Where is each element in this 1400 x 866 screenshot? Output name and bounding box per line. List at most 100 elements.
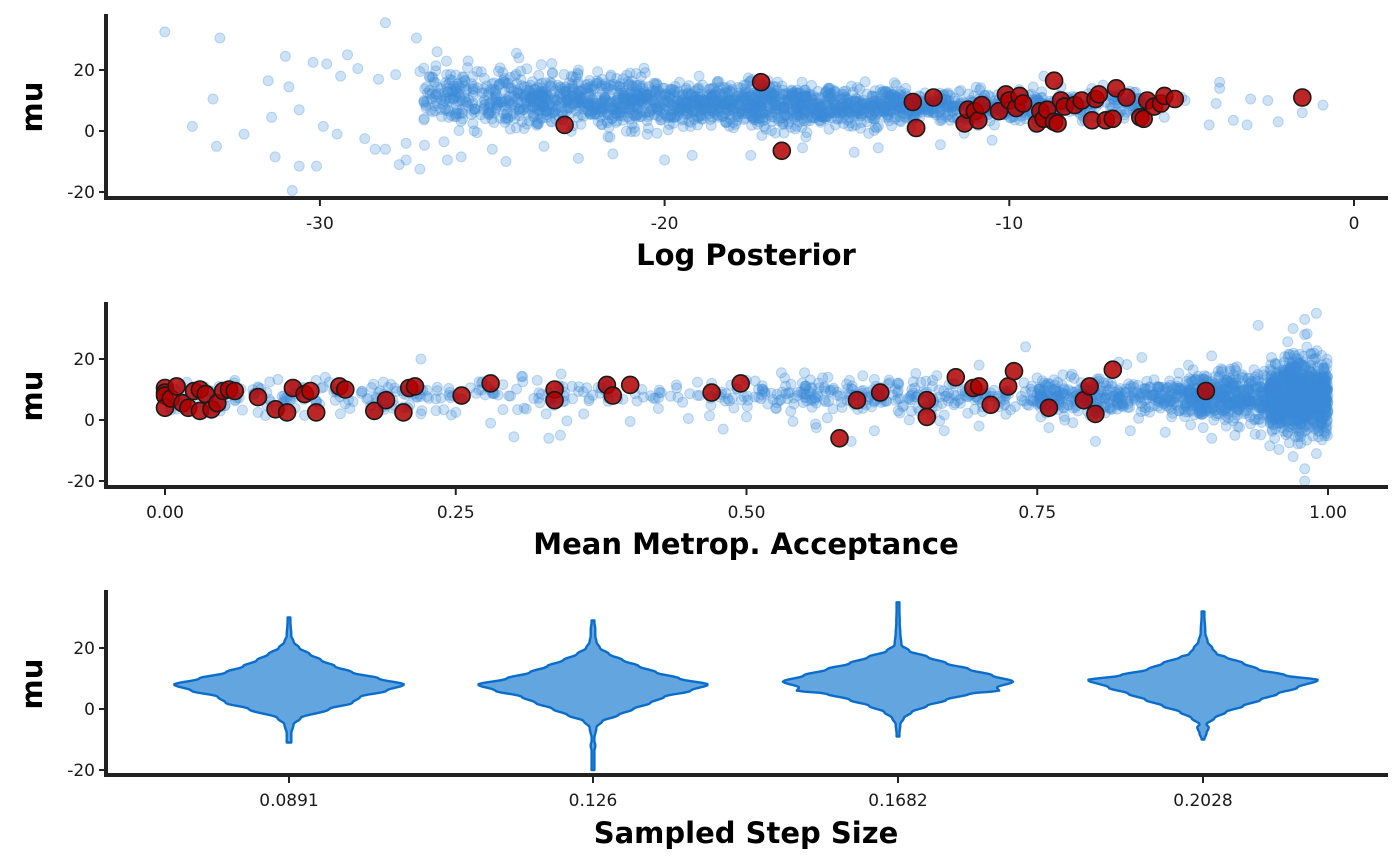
sample-point xyxy=(424,88,436,100)
sample-point xyxy=(662,124,674,136)
sample-point xyxy=(470,387,482,399)
sample-point xyxy=(1220,420,1232,432)
sample-point xyxy=(539,85,551,97)
sample-point xyxy=(639,67,651,79)
sample-point xyxy=(717,110,729,122)
sample-point xyxy=(649,85,661,97)
sample-point xyxy=(611,73,623,84)
sample-point xyxy=(446,85,458,97)
violin-0.126 xyxy=(477,619,709,772)
sample-point xyxy=(558,69,570,80)
sample-point xyxy=(599,78,611,90)
sample-point xyxy=(538,100,550,112)
sample-point xyxy=(583,105,595,117)
sample-point xyxy=(512,97,524,109)
sample-point xyxy=(523,115,535,127)
sample-point xyxy=(455,115,467,127)
sample-point xyxy=(879,85,891,97)
sample-point xyxy=(1244,398,1255,410)
sample-point xyxy=(484,97,496,109)
x-tick-label: 0.50 xyxy=(728,503,766,523)
violin-0.2028 xyxy=(1087,610,1319,741)
sample-point xyxy=(617,98,628,110)
sample-point xyxy=(514,106,526,117)
sample-point xyxy=(582,78,594,90)
sample-point xyxy=(563,77,575,89)
sample-point xyxy=(566,97,578,109)
sample-point xyxy=(1241,119,1253,131)
sample-point xyxy=(542,93,554,105)
sample-point xyxy=(561,95,573,107)
sample-point xyxy=(591,97,603,109)
x-tick-label: 0.1682 xyxy=(868,791,927,811)
sample-point xyxy=(475,109,487,121)
sample-point xyxy=(1295,437,1307,449)
x-axis-title: Log Posterior xyxy=(636,238,856,272)
sample-point xyxy=(546,78,558,89)
sample-point xyxy=(321,58,333,70)
sample-point xyxy=(468,103,480,115)
sample-point xyxy=(601,102,612,114)
sample-point xyxy=(639,86,651,98)
sample-point xyxy=(602,131,614,143)
sample-point xyxy=(560,91,572,103)
sample-point xyxy=(451,80,462,92)
sample-point xyxy=(423,392,435,404)
sample-point xyxy=(331,128,343,140)
sample-point xyxy=(393,159,405,171)
sample-point xyxy=(593,77,605,88)
divergent-point xyxy=(225,381,245,401)
sample-point xyxy=(492,99,503,111)
sample-point xyxy=(532,118,544,130)
sample-point xyxy=(519,90,531,102)
sample-point xyxy=(515,65,527,77)
sample-point xyxy=(507,108,519,120)
sample-point xyxy=(458,71,470,83)
sample-point xyxy=(632,84,644,96)
sample-point xyxy=(848,146,860,158)
sample-point xyxy=(441,79,453,91)
sample-point xyxy=(1310,307,1322,319)
sample-point xyxy=(483,97,495,109)
sample-point xyxy=(450,86,462,98)
sample-point xyxy=(677,396,689,408)
sample-point xyxy=(892,405,904,417)
sample-point xyxy=(1305,397,1316,409)
sample-point xyxy=(1159,426,1171,438)
sample-point xyxy=(319,371,331,383)
sample-point xyxy=(499,93,511,105)
sample-point xyxy=(459,74,471,86)
sample-point xyxy=(1287,323,1299,334)
sample-point xyxy=(521,94,532,106)
divergent-point xyxy=(306,403,326,422)
sample-point xyxy=(500,112,512,124)
sample-point xyxy=(558,86,570,97)
sample-point xyxy=(509,99,521,111)
sample-point xyxy=(488,117,500,128)
sample-point xyxy=(741,401,753,412)
divergent-point xyxy=(1103,360,1123,380)
sample-point xyxy=(606,101,618,113)
sample-point xyxy=(631,90,643,102)
sample-point xyxy=(654,101,666,113)
sample-point xyxy=(612,91,624,103)
sample-point xyxy=(528,111,540,123)
sample-point xyxy=(451,107,462,119)
sample-point xyxy=(450,83,462,95)
sample-point xyxy=(800,131,812,143)
sample-point xyxy=(512,86,524,98)
sample-point xyxy=(436,111,447,122)
sample-point xyxy=(486,143,498,155)
sample-point xyxy=(1321,420,1333,432)
divergent-point xyxy=(452,386,471,405)
sample-point xyxy=(1230,394,1242,406)
sample-point xyxy=(617,73,629,85)
divergent-point xyxy=(1293,88,1312,107)
sample-point xyxy=(1210,98,1222,109)
sample-point xyxy=(444,74,456,86)
sample-point xyxy=(425,104,437,116)
sample-point xyxy=(575,91,587,103)
sample-point xyxy=(613,87,625,99)
divergent-point xyxy=(847,390,867,410)
sample-point xyxy=(524,91,536,103)
